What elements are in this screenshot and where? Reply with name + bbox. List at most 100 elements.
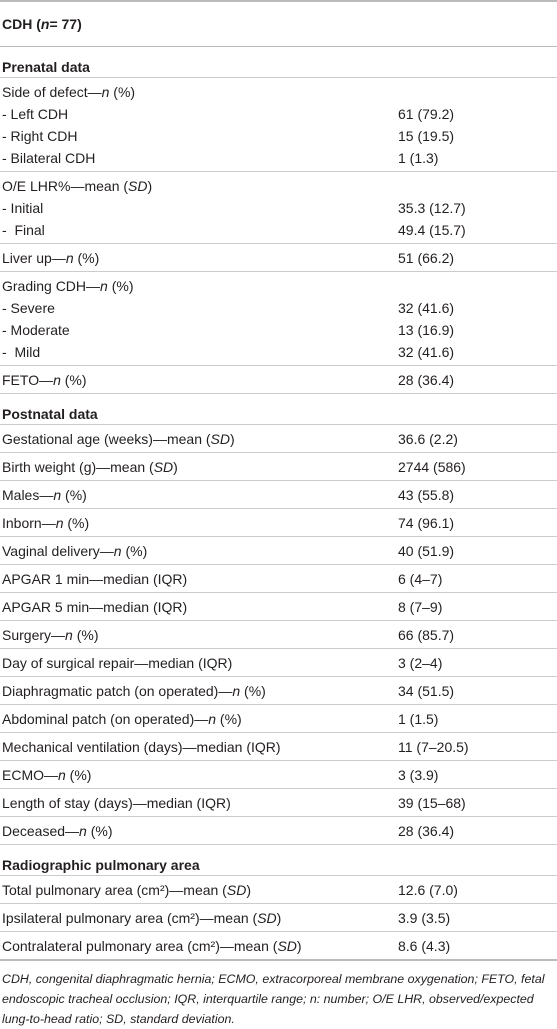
text-segment: SD xyxy=(128,178,148,194)
table-row: Inborn—n (%) 74 (96.1) xyxy=(0,512,557,534)
table-row: Vaginal delivery—n (%) 40 (51.9) xyxy=(0,540,557,562)
text-segment: n xyxy=(79,823,87,839)
row-group: Gestational age (weeks)—mean (SD) 36.6 (2… xyxy=(0,425,557,453)
text-segment: (%) xyxy=(121,543,148,559)
table-row: Ipsilateral pulmonary area (cm²)—mean (S… xyxy=(0,907,557,929)
row-value: 6 (4–7) xyxy=(398,571,443,587)
table-row: ECMO—n (%) 3 (3.9) xyxy=(0,764,557,786)
row-label: Contralateral pulmonary area (cm²)—mean … xyxy=(0,938,398,954)
table-row: Side of defect—n (%) xyxy=(0,81,557,103)
row-group: Liver up—n (%) 51 (66.2) xyxy=(0,244,557,272)
table-row: Birth weight (g)—mean (SD) 2744 (586) xyxy=(0,456,557,478)
row-group: Inborn—n (%) 74 (96.1) xyxy=(0,509,557,537)
row-value: 8.6 (4.3) xyxy=(398,938,451,954)
table-row: Contralateral pulmonary area (cm²)—mean … xyxy=(0,935,557,957)
text-segment: Diaphragmatic patch (on operated)— xyxy=(2,683,233,699)
row-label: FETO—n (%) xyxy=(0,372,398,388)
row-value: 2744 (586) xyxy=(398,459,466,475)
text-segment: n xyxy=(101,84,110,100)
text-segment: Length of stay (days)—median (IQR) xyxy=(2,795,231,811)
row-label: APGAR 5 min—median (IQR) xyxy=(0,599,398,615)
text-segment: (%) xyxy=(240,683,266,699)
text-segment: (%) xyxy=(63,515,90,531)
row-label: - Right CDH xyxy=(0,128,398,144)
text-segment: Side of defect— xyxy=(2,84,102,100)
text-segment: (%) xyxy=(72,627,99,643)
text-segment: SD xyxy=(257,910,277,926)
row-group: Contralateral pulmonary area (cm²)—mean … xyxy=(0,932,557,961)
text-segment: O/E LHR%—mean ( xyxy=(2,178,129,194)
text-segment: SD xyxy=(277,938,297,954)
row-value: 43 (55.8) xyxy=(398,487,455,503)
row-value: 51 (66.2) xyxy=(398,250,455,266)
table-row: Mechanical ventilation (days)—median (IQ… xyxy=(0,736,557,758)
row-value: 13 (16.9) xyxy=(398,322,455,338)
text-segment: (%) xyxy=(61,487,87,503)
text-segment: (%) xyxy=(107,278,134,294)
row-value: 66 (85.7) xyxy=(398,627,455,643)
row-group: O/E LHR%—mean (SD) - Initial 35.3 (12.7) - … xyxy=(0,172,557,244)
row-value: 1 (1.5) xyxy=(398,711,439,727)
table-row: - Mild 32 (41.6) xyxy=(0,341,557,363)
text-segment: (%) xyxy=(216,711,242,727)
row-group: Length of stay (days)—median (IQR) 39 (15… xyxy=(0,789,557,817)
table-row: Gestational age (weeks)—mean (SD) 36.6 (2… xyxy=(0,428,557,450)
row-value: 36.6 (2.2) xyxy=(398,431,458,447)
table-row: - Severe 32 (41.6) xyxy=(0,297,557,319)
row-group: Diaphragmatic patch (on operated)—n (%) 3… xyxy=(0,677,557,705)
text-segment: n xyxy=(208,711,217,727)
text-segment: ) xyxy=(246,882,251,898)
text-segment: ) xyxy=(296,938,302,954)
text-segment: (%) xyxy=(65,767,92,783)
text-segment: Total pulmonary area (cm²)—mean ( xyxy=(2,882,227,898)
row-label: Total pulmonary area (cm²)—mean (SD) xyxy=(0,882,398,898)
table-row: - Left CDH 61 (79.2) xyxy=(0,103,557,125)
table-row: FETO—n (%) 28 (36.4) xyxy=(0,369,557,391)
table-row: - Right CDH 15 (19.5) xyxy=(0,125,557,147)
table-row: O/E LHR%—mean (SD) xyxy=(0,175,557,197)
text-segment: CDH ( xyxy=(2,16,41,32)
table-row: - Final 49.4 (15.7) xyxy=(0,219,557,241)
row-value: 15 (19.5) xyxy=(398,128,455,144)
row-value: 35.3 (12.7) xyxy=(398,200,466,216)
text-segment: n xyxy=(113,543,122,559)
table: CDH (n = 77) Prenatal data Side of defect—… xyxy=(0,0,557,961)
row-value: 61 (79.2) xyxy=(398,106,455,122)
row-group: ECMO—n (%) 3 (3.9) xyxy=(0,761,557,789)
row-label: - Severe xyxy=(0,300,398,316)
table-row: Diaphragmatic patch (on operated)—n (%) 3… xyxy=(0,680,557,702)
text-segment: ) xyxy=(147,178,153,194)
text-segment: Liver up— xyxy=(2,250,66,266)
text-segment: Surgery— xyxy=(2,627,66,643)
table-row: Surgery—n (%) 66 (85.7) xyxy=(0,624,557,646)
row-label: Diaphragmatic patch (on operated)—n (%) xyxy=(0,683,398,699)
row-label: - Moderate xyxy=(0,322,398,338)
text-segment: - Bilateral CDH xyxy=(2,150,96,166)
text-segment: (%) xyxy=(86,823,113,839)
row-label: Day of surgical repair—median (IQR) xyxy=(0,655,398,671)
text-segment: - Left CDH xyxy=(2,106,69,122)
row-label: Vaginal delivery—n (%) xyxy=(0,543,398,559)
row-label: Ipsilateral pulmonary area (cm²)—mean (S… xyxy=(0,910,398,926)
row-label: Side of defect—n (%) xyxy=(0,84,398,100)
text-segment: Males— xyxy=(2,487,54,503)
text-segment: ECMO— xyxy=(2,767,58,783)
row-value: 1 (1.3) xyxy=(398,150,439,166)
row-group: Ipsilateral pulmonary area (cm²)—mean (S… xyxy=(0,904,557,932)
table-row: - Bilateral CDH 1 (1.3) xyxy=(0,147,557,169)
row-label: Length of stay (days)—median (IQR) xyxy=(0,795,398,811)
table-row: - Moderate 13 (16.9) xyxy=(0,319,557,341)
text-segment: (%) xyxy=(109,84,136,100)
text-segment: n xyxy=(232,683,241,699)
table-row: Grading CDH—n (%) xyxy=(0,275,557,297)
text-segment: (%) xyxy=(73,250,100,266)
row-group: Side of defect—n (%) - Left CDH 61 (79.2) -… xyxy=(0,78,557,172)
text-segment: Contralateral pulmonary area (cm²)—mean … xyxy=(2,938,278,954)
row-value: 32 (41.6) xyxy=(398,300,455,316)
row-value: 28 (36.4) xyxy=(398,372,455,388)
text-segment: n xyxy=(40,16,50,32)
row-label: - Mild xyxy=(0,344,398,360)
text-segment: n xyxy=(65,250,74,266)
row-group: Abdominal patch (on operated)—n (%) 1 (1.… xyxy=(0,705,557,733)
row-value: 3 (3.9) xyxy=(398,767,439,783)
